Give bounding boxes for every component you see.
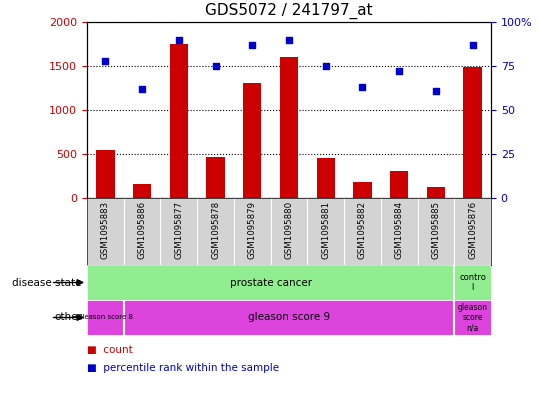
Point (285, 37, 293, 43)
Bar (96, 151, 115, 198)
Text: GSM1095884: GSM1095884 (395, 201, 404, 259)
Bar (170, 44, 188, 198)
Point (468, 42, 477, 48)
Bar (390, 171, 409, 198)
Point (211, 63, 220, 69)
Text: GSM1095885: GSM1095885 (431, 201, 440, 259)
Text: GSM1095886: GSM1095886 (137, 201, 147, 259)
Bar (280, 57, 298, 198)
Bar (464, 67, 482, 198)
Bar (427, 187, 445, 198)
Point (321, 63, 330, 69)
Bar (353, 182, 371, 198)
Point (248, 42, 257, 48)
Text: GSM1095879: GSM1095879 (248, 201, 257, 259)
Text: GSM1095880: GSM1095880 (285, 201, 294, 259)
Text: gleason score 9: gleason score 9 (248, 312, 330, 323)
Text: disease state: disease state (12, 277, 82, 288)
Text: ■  count: ■ count (87, 345, 133, 355)
Point (358, 84, 367, 90)
Bar (206, 157, 225, 198)
Text: prostate cancer: prostate cancer (230, 277, 312, 288)
Bar (454, 300, 491, 335)
Bar (87, 300, 124, 335)
Text: other: other (54, 312, 82, 323)
Point (101, 58, 109, 64)
Text: gleason
score
n/a: gleason score n/a (458, 303, 488, 332)
Text: contro
l: contro l (459, 273, 486, 292)
Bar (243, 83, 261, 198)
Point (175, 37, 183, 43)
Bar (133, 184, 151, 198)
Text: ■  percentile rank within the sample: ■ percentile rank within the sample (87, 363, 279, 373)
Text: GSM1095876: GSM1095876 (468, 201, 477, 259)
Point (138, 86, 147, 92)
Point (395, 68, 404, 74)
Text: GSM1095883: GSM1095883 (101, 201, 110, 259)
Bar (316, 158, 335, 198)
Bar (454, 265, 491, 300)
Text: gleason score 8: gleason score 8 (78, 314, 133, 321)
Text: GSM1095878: GSM1095878 (211, 201, 220, 259)
Title: GDS5072 / 241797_at: GDS5072 / 241797_at (205, 3, 373, 19)
Text: GSM1095881: GSM1095881 (321, 201, 330, 259)
Bar (124, 300, 454, 335)
Text: GSM1095877: GSM1095877 (174, 201, 183, 259)
Text: GSM1095882: GSM1095882 (358, 201, 367, 259)
Point (432, 88, 440, 94)
